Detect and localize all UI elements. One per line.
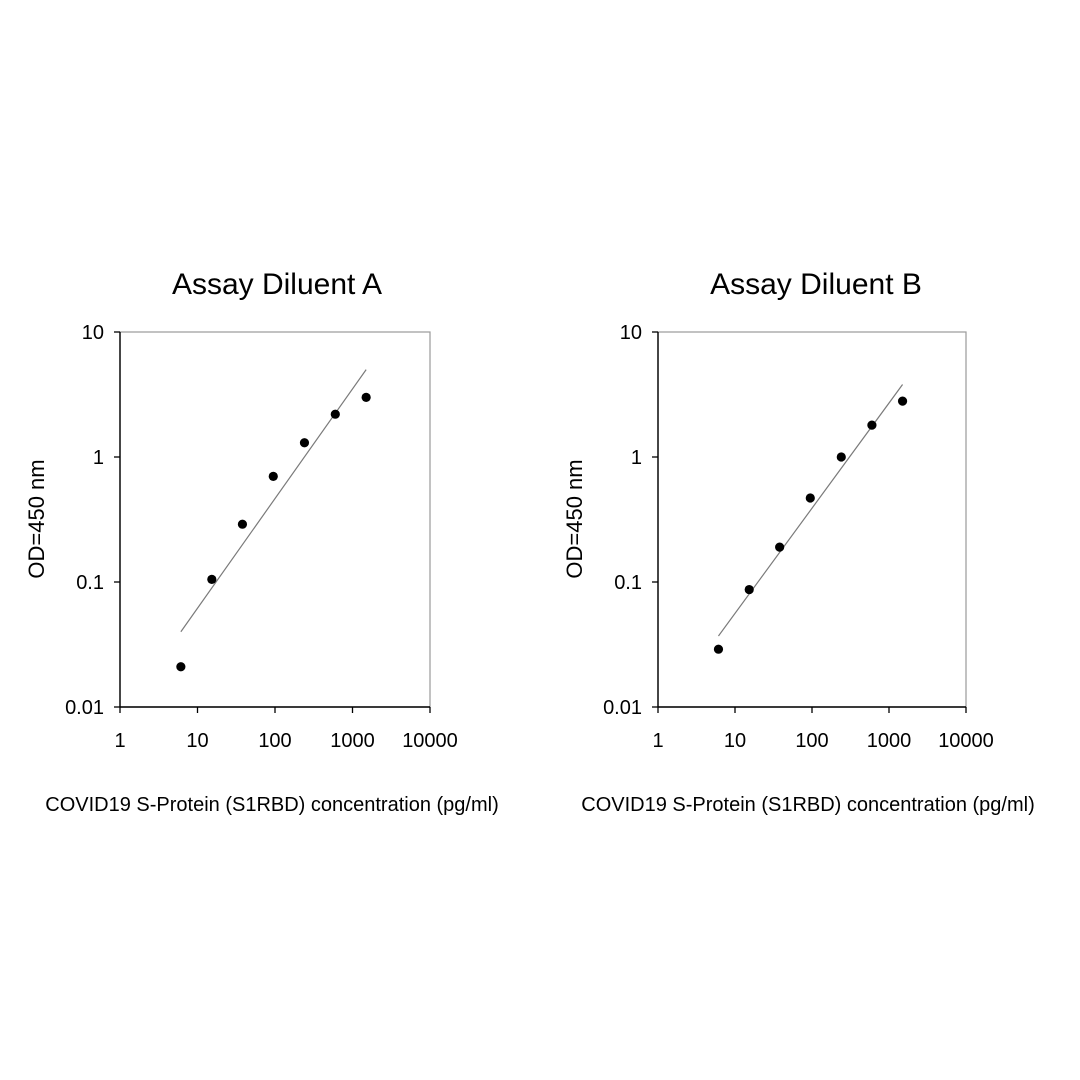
chart-b-x-tick-label: 10 [724,730,746,752]
chart-a-ticks: 1 10 100 1000 10000 0.01 0.1 1 10 [65,322,458,752]
chart-b-y-tick-label: 1 [631,447,642,469]
chart-a-points [176,392,371,672]
chart-b-plot-frame [657,331,967,708]
chart-a-xlabel: COVID19 S-Protein (S1RBD) concentration … [45,794,499,816]
chart-b-data-point [775,542,785,552]
chart-a: Assay Diluent A 1 10 100 1000 100000.010.111… [24,268,499,816]
chart-b-data-point [897,396,908,406]
chart-a-y-tick-label: 10 [82,322,104,344]
chart-b-points [713,396,908,654]
chart-a-ylabel: OD=450 nm [24,459,49,578]
chart-a-x-tick-label: 1000 [330,730,375,752]
chart-a-data-point [207,574,217,584]
chart-b-plot-area: 1 10 100 1000 10000 0.01 0.1 1 10 [603,322,994,752]
chart-a-data-point [330,409,340,419]
chart-a-title: Assay Diluent A [172,268,382,301]
chart-a-x-tick-label: 10000 [402,730,458,752]
chart-b-data-point [805,493,815,503]
chart-b-data-point [836,452,846,462]
chart-a-plot-frame [119,331,431,708]
chart-b-data-point [744,584,754,595]
chart-a-data-point [361,392,371,402]
chart-a-data-point [299,438,310,448]
chart-b-xlabel: COVID19 S-Protein (S1RBD) concentration … [581,794,1035,816]
chart-b-y-tick-label: 0.01 [603,697,642,719]
chart-b-data-point [713,644,724,654]
chart-b-x-tick-label: 100 [795,730,828,752]
chart-a-data-point [176,662,186,672]
chart-a-plot-area: 1 10 100 1000 10000 0.01 0.1 1 10 [65,322,458,752]
chart-a-x-tick-label: 100 [258,730,291,752]
chart-b-data-point [867,420,877,430]
chart-b-x-tick-label: 1 [652,730,663,752]
chart-b-y-tick-label: 0.1 [614,572,642,594]
chart-a-y-tick-label: 0.1 [76,572,104,594]
chart-a-data-point [268,471,278,481]
chart-b-title: Assay Diluent B [710,268,922,301]
chart-a-fit [180,369,367,633]
chart-b-ticks: 1 10 100 1000 10000 0.01 0.1 1 10 [603,322,994,752]
chart-a-y-tick-label: 1 [93,447,104,469]
chart-b-ylabel: OD=450 nm [562,459,587,578]
chart-b-x-tick-label: 1000 [867,730,912,752]
chart-a-data-point [237,519,248,529]
chart-a-y-tick-label: 0.01 [65,697,104,719]
chart-b-y-tick-label: 10 [620,322,642,344]
chart-a-x-tick-label: 1 [114,730,125,752]
chart-a-fit-line [180,369,367,633]
chart-b: Assay Diluent B 1 10 100 1000 100000.010.111… [562,268,1035,816]
chart-b-x-tick-label: 10000 [938,730,994,752]
chart-a-x-tick-label: 10 [186,730,208,752]
